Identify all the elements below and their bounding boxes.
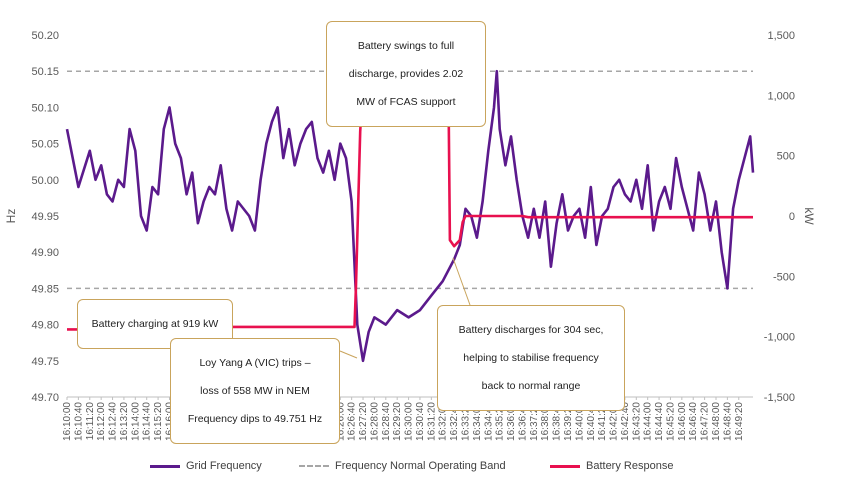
- y-left-tick-label: 49.85: [31, 283, 59, 295]
- y-right-tick-label: -1,500: [764, 392, 795, 404]
- x-tick-label: 16:32:00: [438, 402, 449, 441]
- series-grid-frequency: [65, 69, 755, 363]
- x-tick-label: 16:34:00: [472, 402, 483, 441]
- x-tick-label: 16:13:20: [119, 402, 130, 441]
- x-tick-label: 16:26:40: [347, 402, 358, 441]
- y-left-tick-label: 50.05: [31, 139, 59, 151]
- x-tick-label: 16:30:00: [404, 402, 415, 441]
- x-tick-label: 16:30:40: [415, 402, 426, 441]
- y-left-tick-label: 49.95: [31, 211, 59, 223]
- annotation-battery-discharges: Battery discharges for 304 sec, helping …: [437, 305, 625, 411]
- x-tick-label: 16:35:20: [495, 402, 506, 441]
- leader-battery-discharges: [452, 257, 471, 306]
- x-tick-label: 16:37:20: [529, 402, 540, 441]
- x-tick-label: 16:31:20: [426, 402, 437, 441]
- y-left-tick-label: 50.00: [31, 175, 59, 187]
- x-tick-label: 16:32:40: [449, 402, 460, 441]
- x-tick-label: 16:28:00: [369, 402, 380, 441]
- x-tick-label: 16:41:20: [597, 402, 608, 441]
- x-tick-label: 16:27:20: [358, 402, 369, 441]
- x-tick-label: 16:49:20: [734, 402, 745, 441]
- x-tick-label: 16:43:20: [631, 402, 642, 441]
- x-tick-label: 16:16:00: [164, 402, 175, 441]
- y-left-tick-label: 50.10: [31, 102, 59, 114]
- annotation-loy-yang-trip: Loy Yang A (VIC) trips – loss of 558 MW …: [170, 338, 340, 444]
- y-left-tick-label: 50.20: [31, 30, 59, 42]
- x-tick-label: 16:36:00: [506, 402, 517, 441]
- legend-swatch-normal-band: [299, 465, 329, 467]
- x-tick-label: 16:29:20: [392, 402, 403, 441]
- legend-item-grid-frequency: Grid Frequency: [150, 460, 262, 472]
- x-tick-label: 16:47:20: [700, 402, 711, 441]
- legend-label-battery-response: Battery Response: [586, 460, 674, 472]
- x-tick-label: 16:44:40: [654, 402, 665, 441]
- y-left-tick-label: 49.90: [31, 247, 59, 259]
- y-left-tick-label: 50.15: [31, 66, 59, 78]
- legend-swatch-battery-response: [550, 464, 580, 468]
- x-tick-label: 16:42:00: [609, 402, 620, 441]
- y-right-tick-label: 500: [777, 151, 795, 163]
- x-tick-label: 16:10:00: [62, 402, 73, 441]
- x-tick-label: 16:44:00: [643, 402, 654, 441]
- leader-loy-yang-trip: [339, 350, 358, 359]
- x-tick-label: 16:28:40: [381, 402, 392, 441]
- x-tick-label: 16:10:40: [73, 402, 84, 441]
- y-right-tick-label: 1,000: [767, 90, 795, 102]
- legend-item-battery-response: Battery Response: [550, 460, 673, 472]
- y-left-tick-label: 49.75: [31, 356, 59, 368]
- x-tick-label: 16:46:00: [677, 402, 688, 441]
- y-right-tick-label: -500: [773, 271, 795, 283]
- y-right-tick-label: 1,500: [767, 30, 795, 42]
- x-tick-label: 16:42:40: [620, 402, 631, 441]
- x-tick-label: 16:39:20: [563, 402, 574, 441]
- legend-swatch-grid-frequency: [150, 464, 180, 468]
- x-tick-label: 16:46:40: [688, 402, 699, 441]
- legend-label-grid-frequency: Grid Frequency: [186, 460, 262, 472]
- y-right-tick-label: -1,000: [764, 332, 795, 344]
- x-tick-label: 16:14:00: [130, 402, 141, 441]
- y-left-tick-label: 49.70: [31, 392, 59, 404]
- x-tick-label: 16:12:40: [108, 402, 119, 441]
- legend-item-normal-band: Frequency Normal Operating Band: [299, 460, 506, 472]
- x-tick-label: 16:40:40: [586, 402, 597, 441]
- x-tick-label: 16:36:40: [517, 402, 528, 441]
- x-tick-label: 16:12:00: [96, 402, 107, 441]
- x-tick-label: 16:45:20: [665, 402, 676, 441]
- x-tick-label: 16:48:40: [722, 402, 733, 441]
- series-battery-response: [67, 82, 753, 331]
- y-right-axis-title: kW: [802, 207, 816, 225]
- x-tick-label: 16:40:00: [574, 402, 585, 441]
- x-tick-label: 16:33:20: [461, 402, 472, 441]
- y-left-axis-title: Hz: [4, 209, 18, 224]
- x-tick-label: 16:14:40: [142, 402, 153, 441]
- annotation-battery-swing: Battery swings to full discharge, provid…: [326, 21, 486, 127]
- x-tick-label: 16:48:00: [711, 402, 722, 441]
- x-tick-label: 16:26:00: [335, 402, 346, 441]
- x-tick-label: 16:15:20: [153, 402, 164, 441]
- x-tick-label: 16:11:20: [85, 402, 96, 441]
- y-right-tick-label: 0: [789, 211, 795, 223]
- x-tick-label: 16:38:40: [552, 402, 563, 441]
- chart-legend: Grid Frequency Frequency Normal Operatin…: [0, 460, 844, 478]
- x-tick-label: 16:34:40: [483, 402, 494, 441]
- y-left-tick-label: 49.80: [31, 320, 59, 332]
- x-tick-label: 16:38:00: [540, 402, 551, 441]
- legend-label-normal-band: Frequency Normal Operating Band: [335, 460, 506, 472]
